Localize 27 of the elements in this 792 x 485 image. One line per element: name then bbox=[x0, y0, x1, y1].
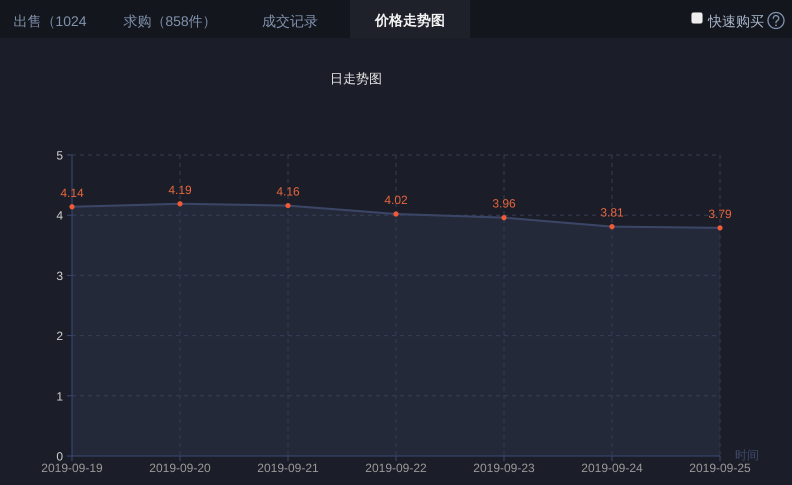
data-label: 3.96 bbox=[492, 196, 516, 211]
x-tick-label: 2019-09-22 bbox=[365, 461, 428, 475]
data-label: 4.02 bbox=[384, 192, 408, 207]
x-tick-label: 2019-09-25 bbox=[689, 461, 752, 475]
text: 成交记录 bbox=[262, 13, 318, 29]
x-tick-label: 2019-09-20 bbox=[149, 461, 212, 475]
text: 价格走势图 bbox=[374, 12, 445, 28]
x-axis-title: 时间 bbox=[735, 448, 759, 462]
data-label: 3.81 bbox=[600, 206, 624, 220]
y-tick-label: 4 bbox=[56, 208, 64, 223]
data-label: 4.14 bbox=[60, 186, 84, 200]
y-tick-label: 1 bbox=[56, 389, 64, 404]
y-tick-label: 0 bbox=[56, 450, 64, 464]
text: 快速购买 bbox=[707, 13, 764, 29]
y-tick-label: 2 bbox=[56, 329, 64, 344]
text: 求购（858件） bbox=[123, 13, 217, 29]
x-tick-label: 2019-09-21 bbox=[257, 461, 320, 475]
y-tick-label: 3 bbox=[56, 268, 64, 283]
data-label: 3.79 bbox=[708, 206, 732, 221]
x-tick-label: 2019-09-23 bbox=[473, 461, 536, 475]
chart-title: 日走势图 bbox=[330, 71, 382, 86]
y-tick-label: 5 bbox=[56, 148, 64, 162]
x-tick-label: 2019-09-24 bbox=[581, 461, 644, 475]
x-tick-label: 2019-09-19 bbox=[41, 461, 104, 475]
text: 出售（1024 bbox=[13, 13, 87, 29]
data-label: 4.19 bbox=[168, 182, 192, 197]
data-label: 4.16 bbox=[276, 184, 300, 199]
